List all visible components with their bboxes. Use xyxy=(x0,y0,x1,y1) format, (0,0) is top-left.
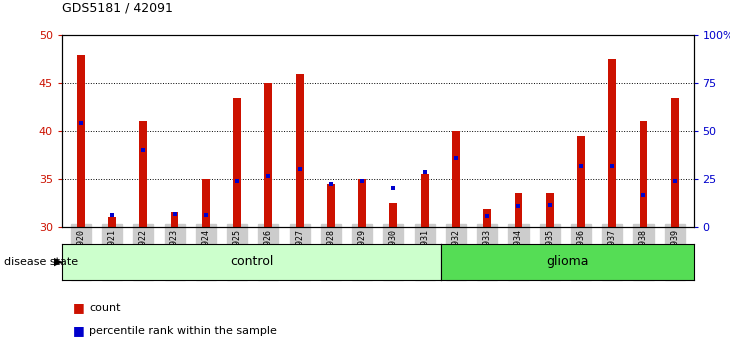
Bar xyxy=(483,209,491,227)
Bar xyxy=(327,183,335,227)
Bar xyxy=(77,55,85,227)
Text: ▶: ▶ xyxy=(54,257,63,267)
Text: ■: ■ xyxy=(73,302,85,314)
Bar xyxy=(452,131,460,227)
Bar xyxy=(296,74,304,227)
Text: count: count xyxy=(89,303,120,313)
Text: ■: ■ xyxy=(73,325,85,337)
Bar xyxy=(639,121,648,227)
Bar xyxy=(139,121,147,227)
Bar xyxy=(577,136,585,227)
Bar xyxy=(264,83,272,227)
Bar xyxy=(390,202,397,227)
Text: glioma: glioma xyxy=(546,256,588,268)
Bar xyxy=(608,59,616,227)
Bar xyxy=(546,193,553,227)
Bar xyxy=(515,193,523,227)
Bar xyxy=(233,97,241,227)
Bar xyxy=(171,212,179,227)
Bar xyxy=(202,179,210,227)
Text: control: control xyxy=(230,256,273,268)
Bar xyxy=(671,97,679,227)
Bar xyxy=(358,179,366,227)
Bar xyxy=(420,174,429,227)
Text: GDS5181 / 42091: GDS5181 / 42091 xyxy=(62,1,173,14)
Text: disease state: disease state xyxy=(4,257,78,267)
Bar xyxy=(108,217,116,227)
Text: percentile rank within the sample: percentile rank within the sample xyxy=(89,326,277,336)
